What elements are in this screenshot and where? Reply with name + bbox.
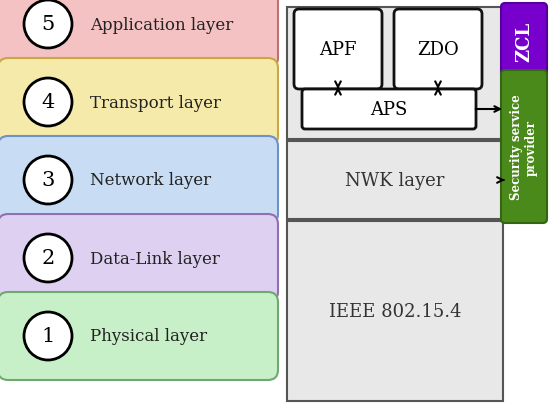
Text: ZDO: ZDO xyxy=(417,41,459,59)
FancyBboxPatch shape xyxy=(294,10,382,90)
Text: Network layer: Network layer xyxy=(90,172,211,189)
Text: 4: 4 xyxy=(41,93,54,112)
Text: ZCL: ZCL xyxy=(515,21,533,61)
Circle shape xyxy=(24,79,72,127)
Circle shape xyxy=(24,157,72,204)
Text: Physical layer: Physical layer xyxy=(90,328,207,345)
Text: Data-Link layer: Data-Link layer xyxy=(90,250,220,267)
Circle shape xyxy=(24,234,72,282)
Text: NWK layer: NWK layer xyxy=(345,172,445,189)
Text: IEEE 802.15.4: IEEE 802.15.4 xyxy=(329,302,461,320)
FancyBboxPatch shape xyxy=(0,0,278,69)
Text: Application layer: Application layer xyxy=(90,16,233,34)
FancyBboxPatch shape xyxy=(287,221,503,401)
Circle shape xyxy=(24,1,72,49)
Text: 2: 2 xyxy=(41,249,54,268)
FancyBboxPatch shape xyxy=(287,8,503,139)
FancyBboxPatch shape xyxy=(501,71,547,223)
FancyBboxPatch shape xyxy=(0,59,278,147)
FancyBboxPatch shape xyxy=(394,10,482,90)
Text: APS: APS xyxy=(370,101,408,119)
Text: 5: 5 xyxy=(41,16,54,34)
Text: Transport layer: Transport layer xyxy=(90,94,221,111)
FancyBboxPatch shape xyxy=(302,90,476,130)
Text: 1: 1 xyxy=(41,327,54,346)
FancyBboxPatch shape xyxy=(287,142,503,220)
FancyBboxPatch shape xyxy=(0,292,278,380)
Text: 3: 3 xyxy=(41,171,54,190)
FancyBboxPatch shape xyxy=(0,137,278,225)
Text: Security service
provider: Security service provider xyxy=(510,94,538,200)
Circle shape xyxy=(24,312,72,360)
FancyBboxPatch shape xyxy=(501,4,547,79)
Text: APF: APF xyxy=(319,41,357,59)
FancyBboxPatch shape xyxy=(0,214,278,302)
